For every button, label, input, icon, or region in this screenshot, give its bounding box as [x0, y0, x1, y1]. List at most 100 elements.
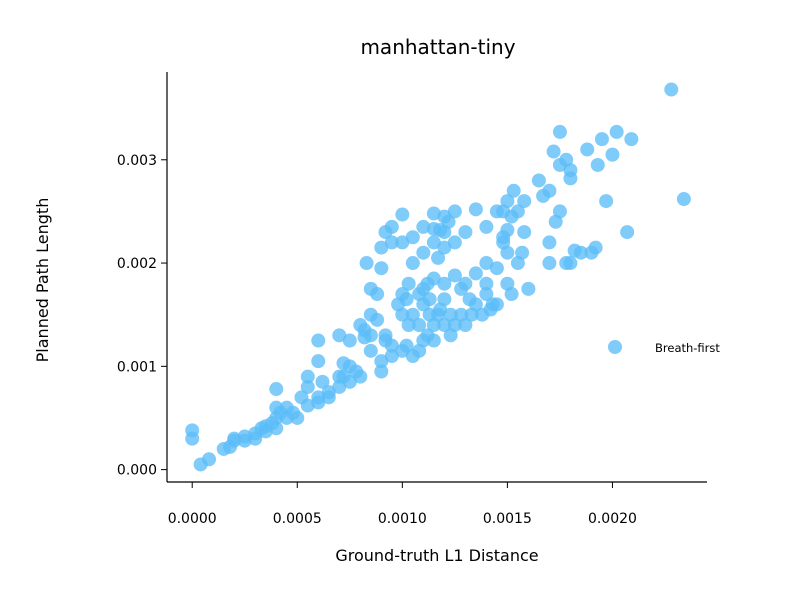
data-point: [374, 261, 389, 276]
data-point: [458, 225, 473, 240]
y-axis-label: Planned Path Length: [33, 198, 52, 363]
data-point: [479, 287, 494, 302]
data-point: [580, 142, 595, 157]
x-tick-label: 0.0015: [483, 511, 532, 527]
data-point: [431, 250, 446, 265]
data-point: [609, 124, 624, 139]
data-point: [664, 82, 679, 97]
data-point: [300, 398, 315, 413]
data-point: [395, 235, 410, 250]
data-point: [416, 219, 431, 234]
data-point: [489, 297, 504, 312]
data-point: [353, 369, 368, 384]
data-point: [374, 364, 389, 379]
x-tick-label: 0.0020: [588, 511, 637, 527]
data-point: [426, 271, 441, 286]
data-point: [458, 276, 473, 291]
data-point: [405, 307, 420, 322]
data-point: [506, 183, 521, 198]
data-point: [378, 328, 393, 343]
data-point: [468, 297, 483, 312]
data-point: [405, 230, 420, 245]
data-point: [412, 318, 427, 333]
y-tick-label: 0.001: [117, 359, 157, 375]
data-point: [384, 235, 399, 250]
data-point: [504, 287, 519, 302]
data-point: [605, 147, 620, 162]
data-point: [237, 433, 252, 448]
data-point: [426, 333, 441, 348]
data-point: [311, 395, 326, 410]
x-tick-label: 0.0000: [168, 511, 217, 527]
y-tick-label: 0.003: [117, 153, 157, 169]
data-point: [405, 256, 420, 271]
data-point: [546, 144, 561, 159]
data-point: [552, 124, 567, 139]
data-point: [479, 219, 494, 234]
data-point: [300, 379, 315, 394]
data-point: [510, 204, 525, 219]
data-point: [500, 223, 515, 238]
data-point: [517, 225, 532, 240]
data-point: [624, 132, 639, 147]
data-point: [426, 235, 441, 250]
data-point: [384, 338, 399, 353]
data-point: [468, 202, 483, 217]
data-point: [542, 235, 557, 250]
data-point: [399, 338, 414, 353]
data-point: [395, 307, 410, 322]
data-point: [401, 276, 416, 291]
data-point: [563, 256, 578, 271]
data-point: [227, 431, 242, 446]
data-point: [363, 343, 378, 358]
data-point: [500, 245, 515, 260]
data-point: [479, 276, 494, 291]
data-point: [563, 163, 578, 178]
data-point: [599, 194, 614, 209]
data-point: [594, 132, 609, 147]
legend: Breath-first: [608, 340, 720, 355]
data-point: [342, 374, 357, 389]
data-point: [447, 235, 462, 250]
data-point: [342, 333, 357, 348]
x-axis-label: Ground-truth L1 Distance: [335, 546, 538, 565]
data-point: [552, 204, 567, 219]
data-point: [437, 240, 452, 255]
data-point: [269, 382, 284, 397]
data-point: [437, 292, 452, 307]
data-point: [676, 192, 691, 207]
plot-area: [185, 82, 691, 472]
axis-ticks: 0.0000 0.0005 0.0010 0.0015 0.0020 0.000 0.001…: [117, 153, 637, 527]
data-point: [399, 292, 414, 307]
y-tick-label: 0.002: [117, 256, 157, 272]
x-tick-label: 0.0005: [273, 511, 322, 527]
data-point: [441, 214, 456, 229]
data-point: [416, 245, 431, 260]
data-point: [447, 318, 462, 333]
legend-label: Breath-first: [655, 341, 720, 355]
data-point: [588, 240, 603, 255]
data-point: [426, 206, 441, 221]
data-point: [620, 225, 635, 240]
chart-title: manhattan-tiny: [360, 35, 515, 59]
data-point: [542, 183, 557, 198]
data-point: [374, 240, 389, 255]
data-point: [290, 410, 305, 425]
data-point: [321, 385, 336, 400]
data-point: [370, 287, 385, 302]
data-point: [573, 245, 588, 260]
y-tick-label: 0.000: [117, 463, 157, 479]
data-point: [422, 292, 437, 307]
data-point: [185, 431, 200, 446]
data-point: [521, 281, 536, 296]
data-point: [458, 318, 473, 333]
data-point: [395, 207, 410, 222]
data-point: [311, 354, 326, 369]
data-point: [468, 266, 483, 281]
data-point: [447, 268, 462, 283]
data-point: [269, 421, 284, 436]
data-point: [590, 157, 605, 172]
data-point: [363, 328, 378, 343]
data-point: [332, 328, 347, 343]
